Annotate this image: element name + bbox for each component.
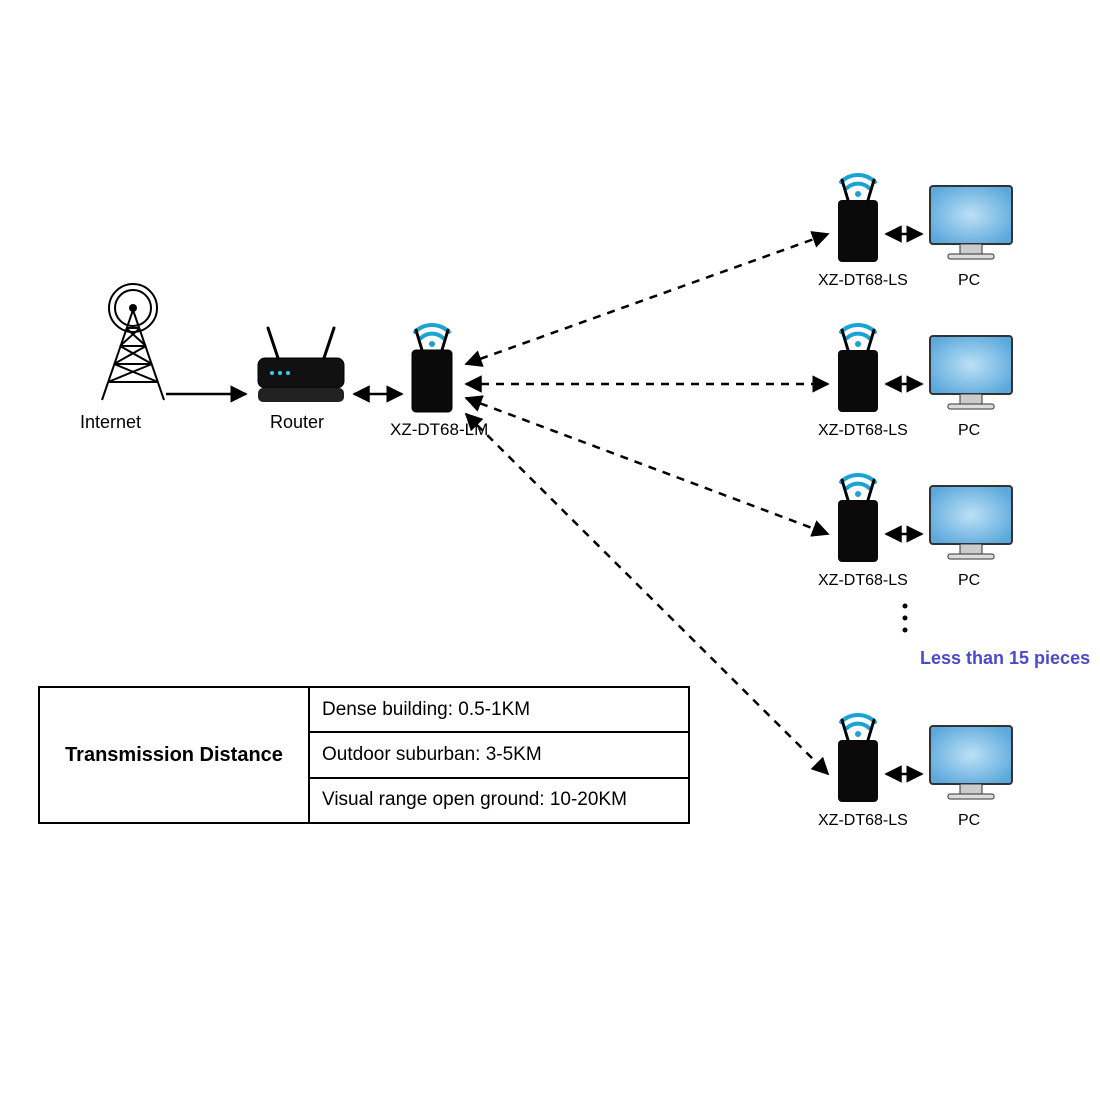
router-icon: [258, 328, 344, 402]
slave-device-group: [838, 475, 1012, 562]
table-header: Transmission Distance: [40, 688, 310, 822]
pc-icon: [930, 486, 1012, 559]
slave-label: XZ-DT68-LS: [818, 272, 908, 290]
less-than-note: Less than 15 pieces: [920, 648, 1090, 669]
slave-label: XZ-DT68-LS: [818, 812, 908, 830]
slave-device-group: [838, 175, 1012, 262]
master-label: XZ-DT68-LM: [390, 420, 488, 440]
slave-device-group: [838, 715, 1012, 802]
ellipsis-icon: [903, 604, 908, 633]
pc-icon: [930, 726, 1012, 799]
router-label: Router: [270, 412, 324, 433]
internet-label: Internet: [80, 412, 141, 433]
slave-label: XZ-DT68-LS: [818, 422, 908, 440]
master-device-icon: [412, 325, 452, 412]
slave-label: XZ-DT68-LS: [818, 572, 908, 590]
tower-icon: [102, 284, 164, 400]
table-row: Dense building: 0.5-1KM: [310, 688, 688, 733]
pc-label: PC: [958, 812, 980, 830]
table-row: Visual range open ground: 10-20KM: [310, 779, 688, 822]
table-row: Outdoor suburban: 3-5KM: [310, 733, 688, 778]
transmission-distance-table: Transmission Distance Dense building: 0.…: [38, 686, 690, 824]
pc-label: PC: [958, 272, 980, 290]
pc-icon: [930, 336, 1012, 409]
pc-label: PC: [958, 572, 980, 590]
slave-device-group: [838, 325, 1012, 412]
pc-label: PC: [958, 422, 980, 440]
pc-icon: [930, 186, 1012, 259]
